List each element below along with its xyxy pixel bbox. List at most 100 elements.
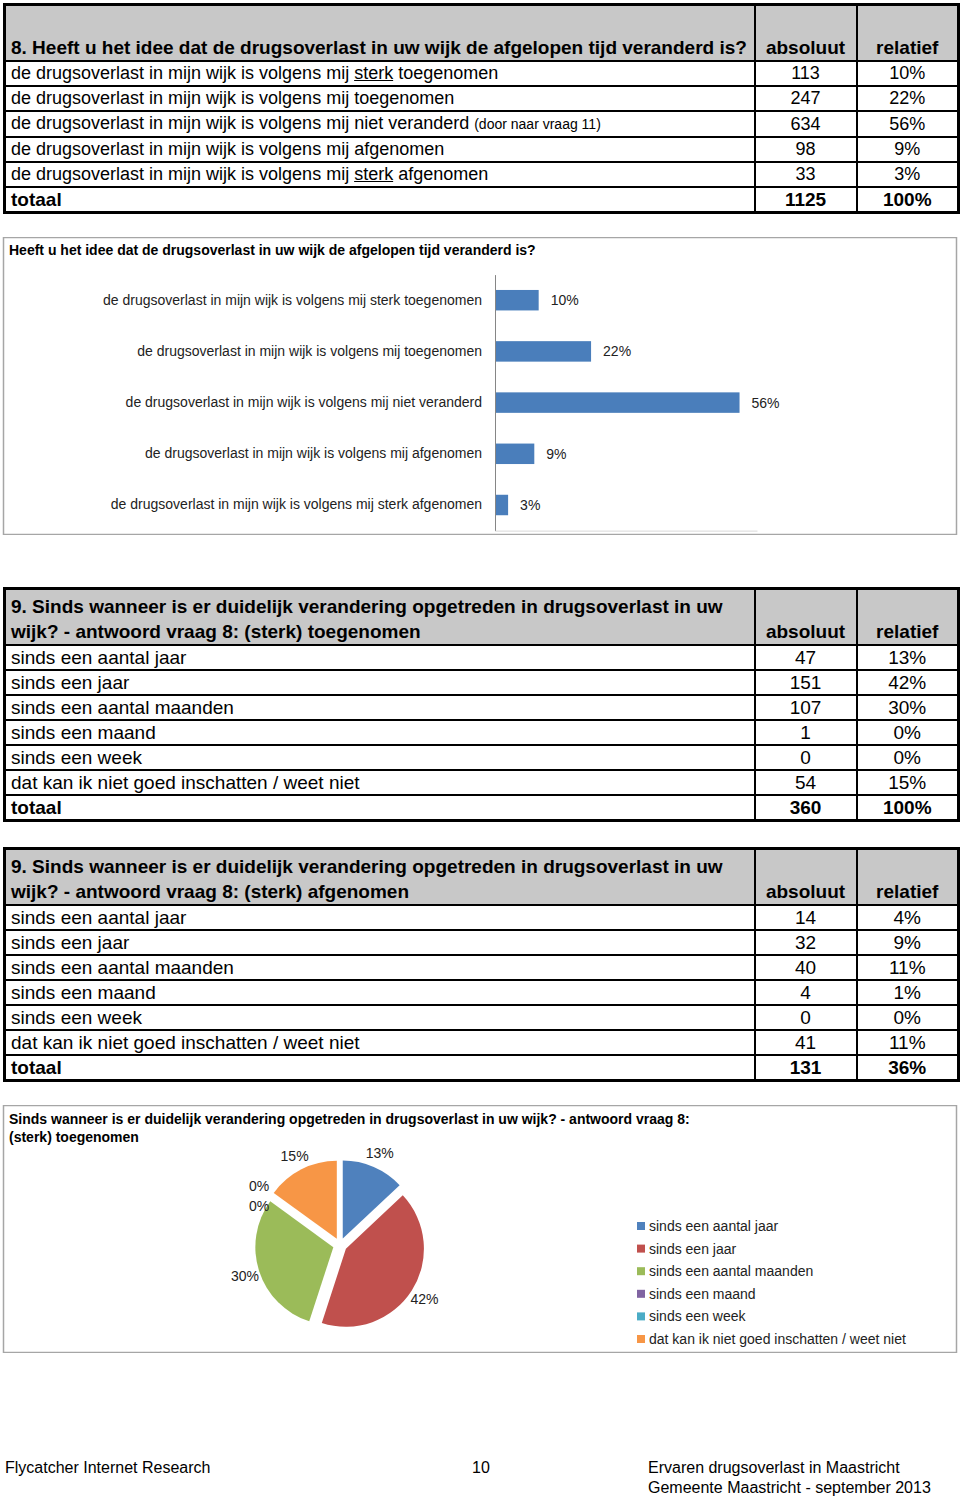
table-row: sinds een week00%	[5, 1005, 959, 1030]
table-row: sinds een aantal jaar4713%	[5, 645, 959, 670]
value-cell: 15%	[857, 770, 959, 795]
value-cell: 100%	[857, 795, 959, 821]
data-label: 0%	[249, 1198, 269, 1214]
table-row: de drugsoverlast in mijn wijk is volgens…	[5, 61, 959, 86]
header-cell: absoluut	[755, 849, 857, 906]
header-cell: absoluut	[755, 589, 857, 646]
cell-value: 9%	[894, 139, 920, 159]
cell-value: 247	[790, 88, 820, 108]
cell-value: 14	[795, 907, 816, 928]
cell-value: 42%	[888, 672, 926, 693]
label-text: sinds een aantal jaar	[11, 907, 186, 928]
label-text: sinds een aantal maanden	[11, 957, 234, 978]
cell-value: 41	[795, 1032, 816, 1053]
value-cell: 100%	[857, 187, 959, 213]
value-cell: 151	[755, 670, 857, 695]
label-cell: de drugsoverlast in mijn wijk is volgens…	[5, 137, 755, 162]
bars	[495, 290, 740, 515]
cell-value: 634	[790, 114, 820, 134]
value-cell: 54	[755, 770, 857, 795]
legend-entry: sinds een maand	[649, 1286, 756, 1302]
value-cell: 113	[755, 61, 857, 86]
table-title: 9. Sinds wanneer is er duidelijk verande…	[11, 596, 723, 642]
cell-value: 11%	[889, 957, 926, 978]
pie-slice	[274, 1161, 337, 1239]
header-cell: 9. Sinds wanneer is er duidelijk verande…	[5, 589, 755, 646]
value-cell: 36%	[857, 1055, 959, 1081]
cell-value: 1125	[785, 189, 826, 210]
value-cell: 107	[755, 695, 857, 720]
value-cell: 22%	[857, 86, 959, 111]
cell-value: 151	[790, 672, 822, 693]
label-cell: sinds een jaar	[5, 670, 755, 695]
value-cell: 98	[755, 137, 857, 162]
header-row: 9. Sinds wanneer is er duidelijk verande…	[5, 589, 959, 646]
legend: sinds een aantal jaar sinds een jaar sinds…	[637, 1218, 906, 1347]
legend-entry: sinds een aantal jaar	[649, 1218, 779, 1234]
label-text: totaal	[11, 189, 62, 210]
cell-value: 9%	[894, 932, 921, 953]
pie-slice	[322, 1195, 424, 1326]
cell-value: 10%	[889, 63, 925, 83]
label-text: dat kan ik niet goed inschatten / weet n…	[11, 772, 360, 793]
value-cell: 0%	[857, 720, 959, 745]
header-row: 8. Heeft u het idee dat de drugsoverlast…	[5, 5, 959, 62]
table-row: sinds een jaar 151 42%	[5, 670, 959, 695]
label-text: de drugsoverlast in mijn wijk is volgens…	[11, 88, 454, 108]
value-cell: 3%	[857, 162, 959, 187]
chart-svg: 13%42%30%0%0%15%sinds een aantal jaarsin…	[0, 1105, 960, 1353]
cell-value: 4%	[894, 907, 921, 928]
value-cell: 14	[755, 905, 857, 930]
chart-frame	[4, 238, 957, 535]
tick: de drugsoverlast in mijn wijk is volgens…	[126, 394, 495, 410]
header-cell: 9. Sinds wanneer is er duidelijk verande…	[5, 849, 755, 906]
label-text: sinds een aantal maanden	[11, 697, 234, 718]
label-text: de drugsoverlast in mijn wijk is volgens…	[11, 164, 354, 184]
axis-line	[495, 275, 496, 531]
value-cell: 47	[755, 645, 857, 670]
tick-label: de drugsoverlast in mijn wijk is volgens…	[126, 394, 482, 410]
legend-swatch	[637, 1222, 645, 1230]
legend-entry: sinds een jaar	[649, 1241, 737, 1257]
value-cell: 42%	[857, 670, 959, 695]
data-label: 22%	[603, 343, 631, 359]
cell-value: 107	[790, 697, 822, 718]
value-cell: 4	[755, 980, 857, 1005]
cell-value: 0%	[894, 1007, 921, 1028]
cell-value: 33	[795, 164, 815, 184]
column-header: absoluut	[766, 621, 845, 642]
label-cell: de drugsoverlast in mijn wijk is volgens…	[5, 162, 755, 187]
bar	[495, 495, 508, 515]
value-cell: 0	[755, 1005, 857, 1030]
value-cell: 9%	[857, 930, 959, 955]
cell-value: 113	[791, 63, 820, 83]
cell-value: 4	[800, 982, 811, 1003]
label-cell: totaal	[5, 187, 755, 213]
data-label: 3%	[520, 497, 540, 513]
column-header: relatief	[876, 621, 938, 642]
table-row: de drugsoverlast in mijn wijk is volgens…	[5, 162, 959, 187]
label-cell: sinds een maand	[5, 720, 755, 745]
data-label: 30%	[231, 1268, 259, 1284]
tick-label: de drugsoverlast in mijn wijk is volgens…	[111, 496, 482, 512]
footer-text: Flycatcher Internet Research	[5, 1459, 210, 1477]
cell-value: 56%	[889, 114, 925, 134]
label-cell: de drugsoverlast in mijn wijk is volgens…	[5, 111, 755, 137]
column-header: relatief	[876, 37, 938, 58]
bar	[495, 392, 740, 412]
total-row: totaal13136%	[5, 1055, 959, 1081]
tick: de drugsoverlast in mijn wijk is volgens…	[145, 445, 495, 461]
label-text: totaal	[11, 797, 62, 818]
cell-value: 32	[795, 932, 816, 953]
cell-value: 54	[795, 772, 816, 793]
legend-entry: dat kan ik niet goed inschatten / weet n…	[649, 1331, 906, 1347]
cell-value: 0%	[894, 722, 921, 743]
value-cell: 56%	[857, 111, 959, 137]
table-row: dat kan ik niet goed inschatten / weet n…	[5, 770, 959, 795]
table-row: de drugsoverlast in mijn wijk is volgens…	[5, 86, 959, 111]
label-cell: de drugsoverlast in mijn wijk is volgens…	[5, 61, 755, 86]
total-row: totaal360100%	[5, 795, 959, 821]
data-label: 10%	[551, 292, 579, 308]
label-cell: totaal	[5, 1055, 755, 1081]
bar	[495, 290, 539, 310]
